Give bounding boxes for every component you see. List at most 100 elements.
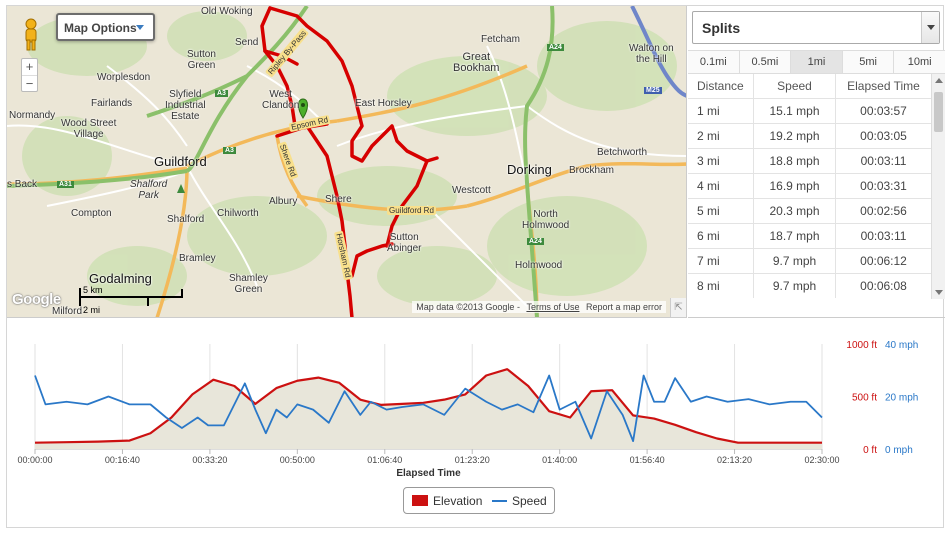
scale-km-label: 5 km <box>83 285 103 295</box>
x-tick-label: 02:13:20 <box>717 455 752 465</box>
x-tick-label: 00:50:00 <box>280 455 315 465</box>
place-label: Albury <box>269 196 298 207</box>
cell-speed: 15.1 mph <box>754 99 836 123</box>
scrollbar-thumb[interactable] <box>934 92 943 132</box>
scroll-up-icon[interactable] <box>935 78 943 83</box>
column-header-elapsed-time[interactable]: Elapsed Time <box>847 79 920 93</box>
split-interval-tabs: 0.1mi 0.5mi 1mi 5mi 10mi <box>688 50 945 74</box>
legend-swatch-speed[interactable] <box>492 500 507 502</box>
place-label: s Back <box>7 179 38 190</box>
place-label: Betchworth <box>597 147 648 158</box>
tab-10mi[interactable]: 10mi <box>894 51 945 73</box>
table-row[interactable]: 5 mi 20.3 mph 00:02:56 <box>688 199 931 224</box>
x-axis-title: Elapsed Time <box>396 468 461 479</box>
chart-legend: Elevation Speed <box>403 487 555 514</box>
elevation-speed-chart[interactable]: 00:00:00 00:16:40 00:33:20 00:50:00 01:06:40… <box>7 319 945 529</box>
zoom-out-button[interactable]: − <box>22 75 37 91</box>
table-row[interactable]: 6 mi 18.7 mph 00:03:11 <box>688 224 931 249</box>
table-row[interactable]: 1 mi 15.1 mph 00:03:57 <box>688 99 931 124</box>
report-map-error-link[interactable]: Report a map error <box>585 302 662 312</box>
cell-distance: 5 mi <box>688 199 754 223</box>
place-label: Dorking <box>507 162 552 177</box>
street-view-pegman-icon[interactable] <box>21 18 41 52</box>
cell-speed: 9.7 mph <box>754 249 836 273</box>
map-options-label: Map Options <box>64 21 137 35</box>
map-data-text: Map data ©2013 Google <box>416 302 515 312</box>
place-label: Milford <box>52 306 83 317</box>
route-badge: A3 <box>215 90 228 97</box>
legend-label-speed[interactable]: Speed <box>512 494 547 508</box>
place-label: Wood Street Village <box>61 118 117 140</box>
y-right-tick-label: 0 mph <box>885 445 913 456</box>
scale-mi-label: 2 mi <box>83 305 101 315</box>
place-label: Worplesdon <box>97 72 151 83</box>
place-label: Shere <box>325 194 352 205</box>
y-left-tick-label: 500 ft <box>852 393 877 404</box>
place-label: West Clandon <box>262 89 300 111</box>
cell-elapsed: 00:02:56 <box>860 204 907 218</box>
table-scrollbar[interactable] <box>931 74 945 299</box>
zoom-control: + − <box>21 58 38 92</box>
elevation-area <box>35 369 822 449</box>
place-label: Fetcham <box>481 34 520 45</box>
route-badge: A3 <box>223 147 236 154</box>
x-tick-label: 00:33:20 <box>192 455 227 465</box>
legend-swatch-elevation[interactable] <box>412 495 428 506</box>
table-row[interactable]: 4 mi 16.9 mph 00:03:31 <box>688 174 931 199</box>
splits-panel: Splits 0.1mi 0.5mi 1mi 5mi 10mi Distance… <box>688 6 945 318</box>
place-label: East Horsley <box>355 98 412 109</box>
place-label: Shalford Park <box>130 179 168 201</box>
tab-5mi[interactable]: 5mi <box>842 51 895 73</box>
route-badge: M25 <box>644 87 662 94</box>
y-right-tick-label: 20 mph <box>885 393 918 404</box>
splits-select[interactable]: Splits <box>692 11 940 44</box>
column-header-distance[interactable]: Distance <box>688 74 754 98</box>
scroll-down-icon[interactable] <box>935 290 943 295</box>
cell-elapsed: 00:03:11 <box>860 229 907 243</box>
column-header-speed[interactable]: Speed <box>754 74 836 98</box>
google-logo[interactable]: Google <box>12 291 61 308</box>
cell-speed: 18.8 mph <box>754 149 836 173</box>
map-scale: 5 km 2 mi <box>77 284 187 315</box>
place-label: Bramley <box>179 253 216 264</box>
route-badge: A31 <box>57 181 74 188</box>
cell-distance: 4 mi <box>688 174 754 198</box>
tab-0-5mi[interactable]: 0.5mi <box>739 51 792 73</box>
place-label: Compton <box>71 208 112 219</box>
cell-distance: 3 mi <box>688 149 754 173</box>
zoom-in-button[interactable]: + <box>25 59 34 74</box>
place-label: Holmwood <box>515 260 563 271</box>
x-tick-label: 02:30:00 <box>804 455 839 465</box>
splits-table: Distance Speed Elapsed Time 1 mi 15.1 mph… <box>688 74 931 298</box>
place-label: North Holmwood <box>522 209 570 231</box>
cell-elapsed: 00:03:31 <box>860 179 907 193</box>
y-right-tick-label: 40 mph <box>885 340 918 351</box>
terms-of-use-link[interactable]: Terms of Use <box>526 302 580 312</box>
place-label: Great Bookham <box>453 51 500 74</box>
place-label: Brockham <box>569 165 615 176</box>
table-row[interactable]: 3 mi 18.8 mph 00:03:11 <box>688 149 931 174</box>
speed-series-line <box>34 374 823 443</box>
cell-speed: 16.9 mph <box>754 174 836 198</box>
cell-speed: 18.7 mph <box>754 224 836 248</box>
x-tick-label: 00:00:00 <box>17 455 52 465</box>
legend-label-elevation[interactable]: Elevation <box>433 494 483 508</box>
cell-elapsed: 00:06:12 <box>860 254 907 268</box>
map-options-button[interactable]: Map Options <box>56 13 155 41</box>
tab-0-1mi[interactable]: 0.1mi <box>688 51 740 73</box>
table-row[interactable]: 2 mi 19.2 mph 00:03:05 <box>688 124 931 149</box>
x-tick-label: 01:40:00 <box>542 455 577 465</box>
table-row[interactable]: 8 mi 9.7 mph 00:06:08 <box>688 274 931 298</box>
cell-distance: 6 mi <box>688 224 754 248</box>
tab-1mi[interactable]: 1mi <box>791 51 843 73</box>
resize-corner-icon[interactable]: ⇱ <box>670 298 686 317</box>
place-label: Westcott <box>452 185 491 196</box>
y-left-tick-label: 0 ft <box>863 445 877 456</box>
road-label: Guildford Rd <box>387 206 436 215</box>
x-tick-label: 01:06:40 <box>367 455 402 465</box>
route-map[interactable]: Old Woking Send Sutton Green Worplesdon … <box>7 6 687 318</box>
cell-distance: 2 mi <box>688 124 754 148</box>
table-row[interactable]: 7 mi 9.7 mph 00:06:12 <box>688 249 931 274</box>
map-canvas[interactable] <box>7 6 687 318</box>
route-badge: A24 <box>547 44 564 51</box>
